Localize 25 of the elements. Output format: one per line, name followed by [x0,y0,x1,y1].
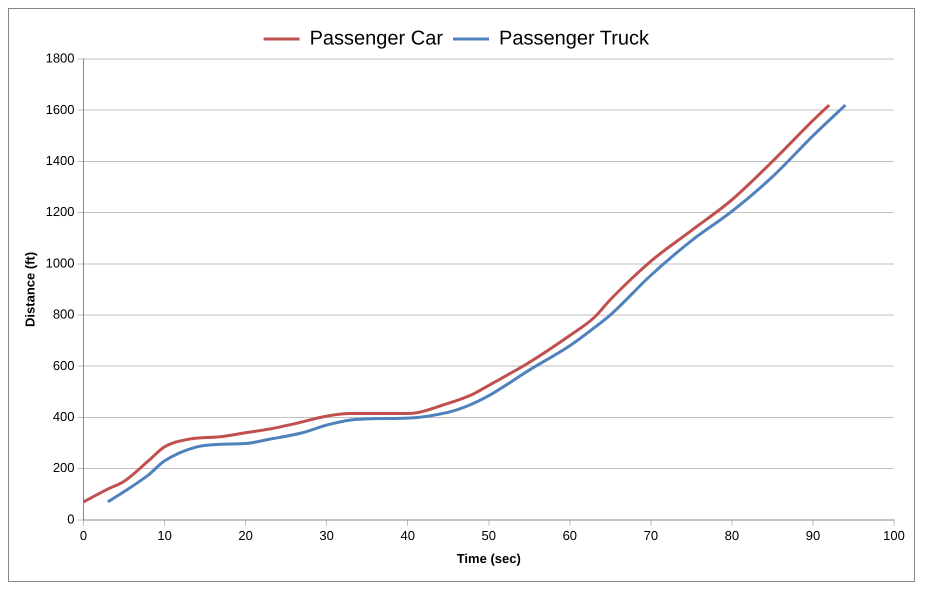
x-tick-label: 10 [157,528,172,544]
y-tick-label: 1800 [46,50,75,66]
y-axis-title: Distance (ft) [22,252,38,327]
y-tick-label: 200 [52,460,75,476]
x-tick-label: 0 [80,528,88,544]
legend-label: Passenger Car [310,28,444,50]
x-axis-title: Time (sec) [456,550,521,566]
x-tick-label: 20 [238,528,253,544]
x-tick-label: 30 [319,528,334,544]
y-tick-label: 1400 [46,152,75,168]
y-tick-label: 1600 [46,102,75,117]
y-tick-label: 0 [67,511,75,526]
x-tick-label: 40 [400,528,415,544]
x-tick-label: 70 [644,528,658,544]
x-tick-label: 100 [883,528,905,544]
y-tick-label: 600 [52,358,75,373]
x-tick-label: 90 [806,528,820,544]
x-tick-label: 60 [562,528,578,544]
x-tick-label: 50 [482,528,496,544]
legend-label: Passenger Truck [498,28,650,50]
y-tick-label: 400 [52,408,75,424]
y-tick-label: 1000 [46,255,75,270]
y-tick-label: 800 [52,306,75,322]
x-tick-label: 80 [724,528,740,544]
y-tick-label: 1200 [46,204,75,220]
